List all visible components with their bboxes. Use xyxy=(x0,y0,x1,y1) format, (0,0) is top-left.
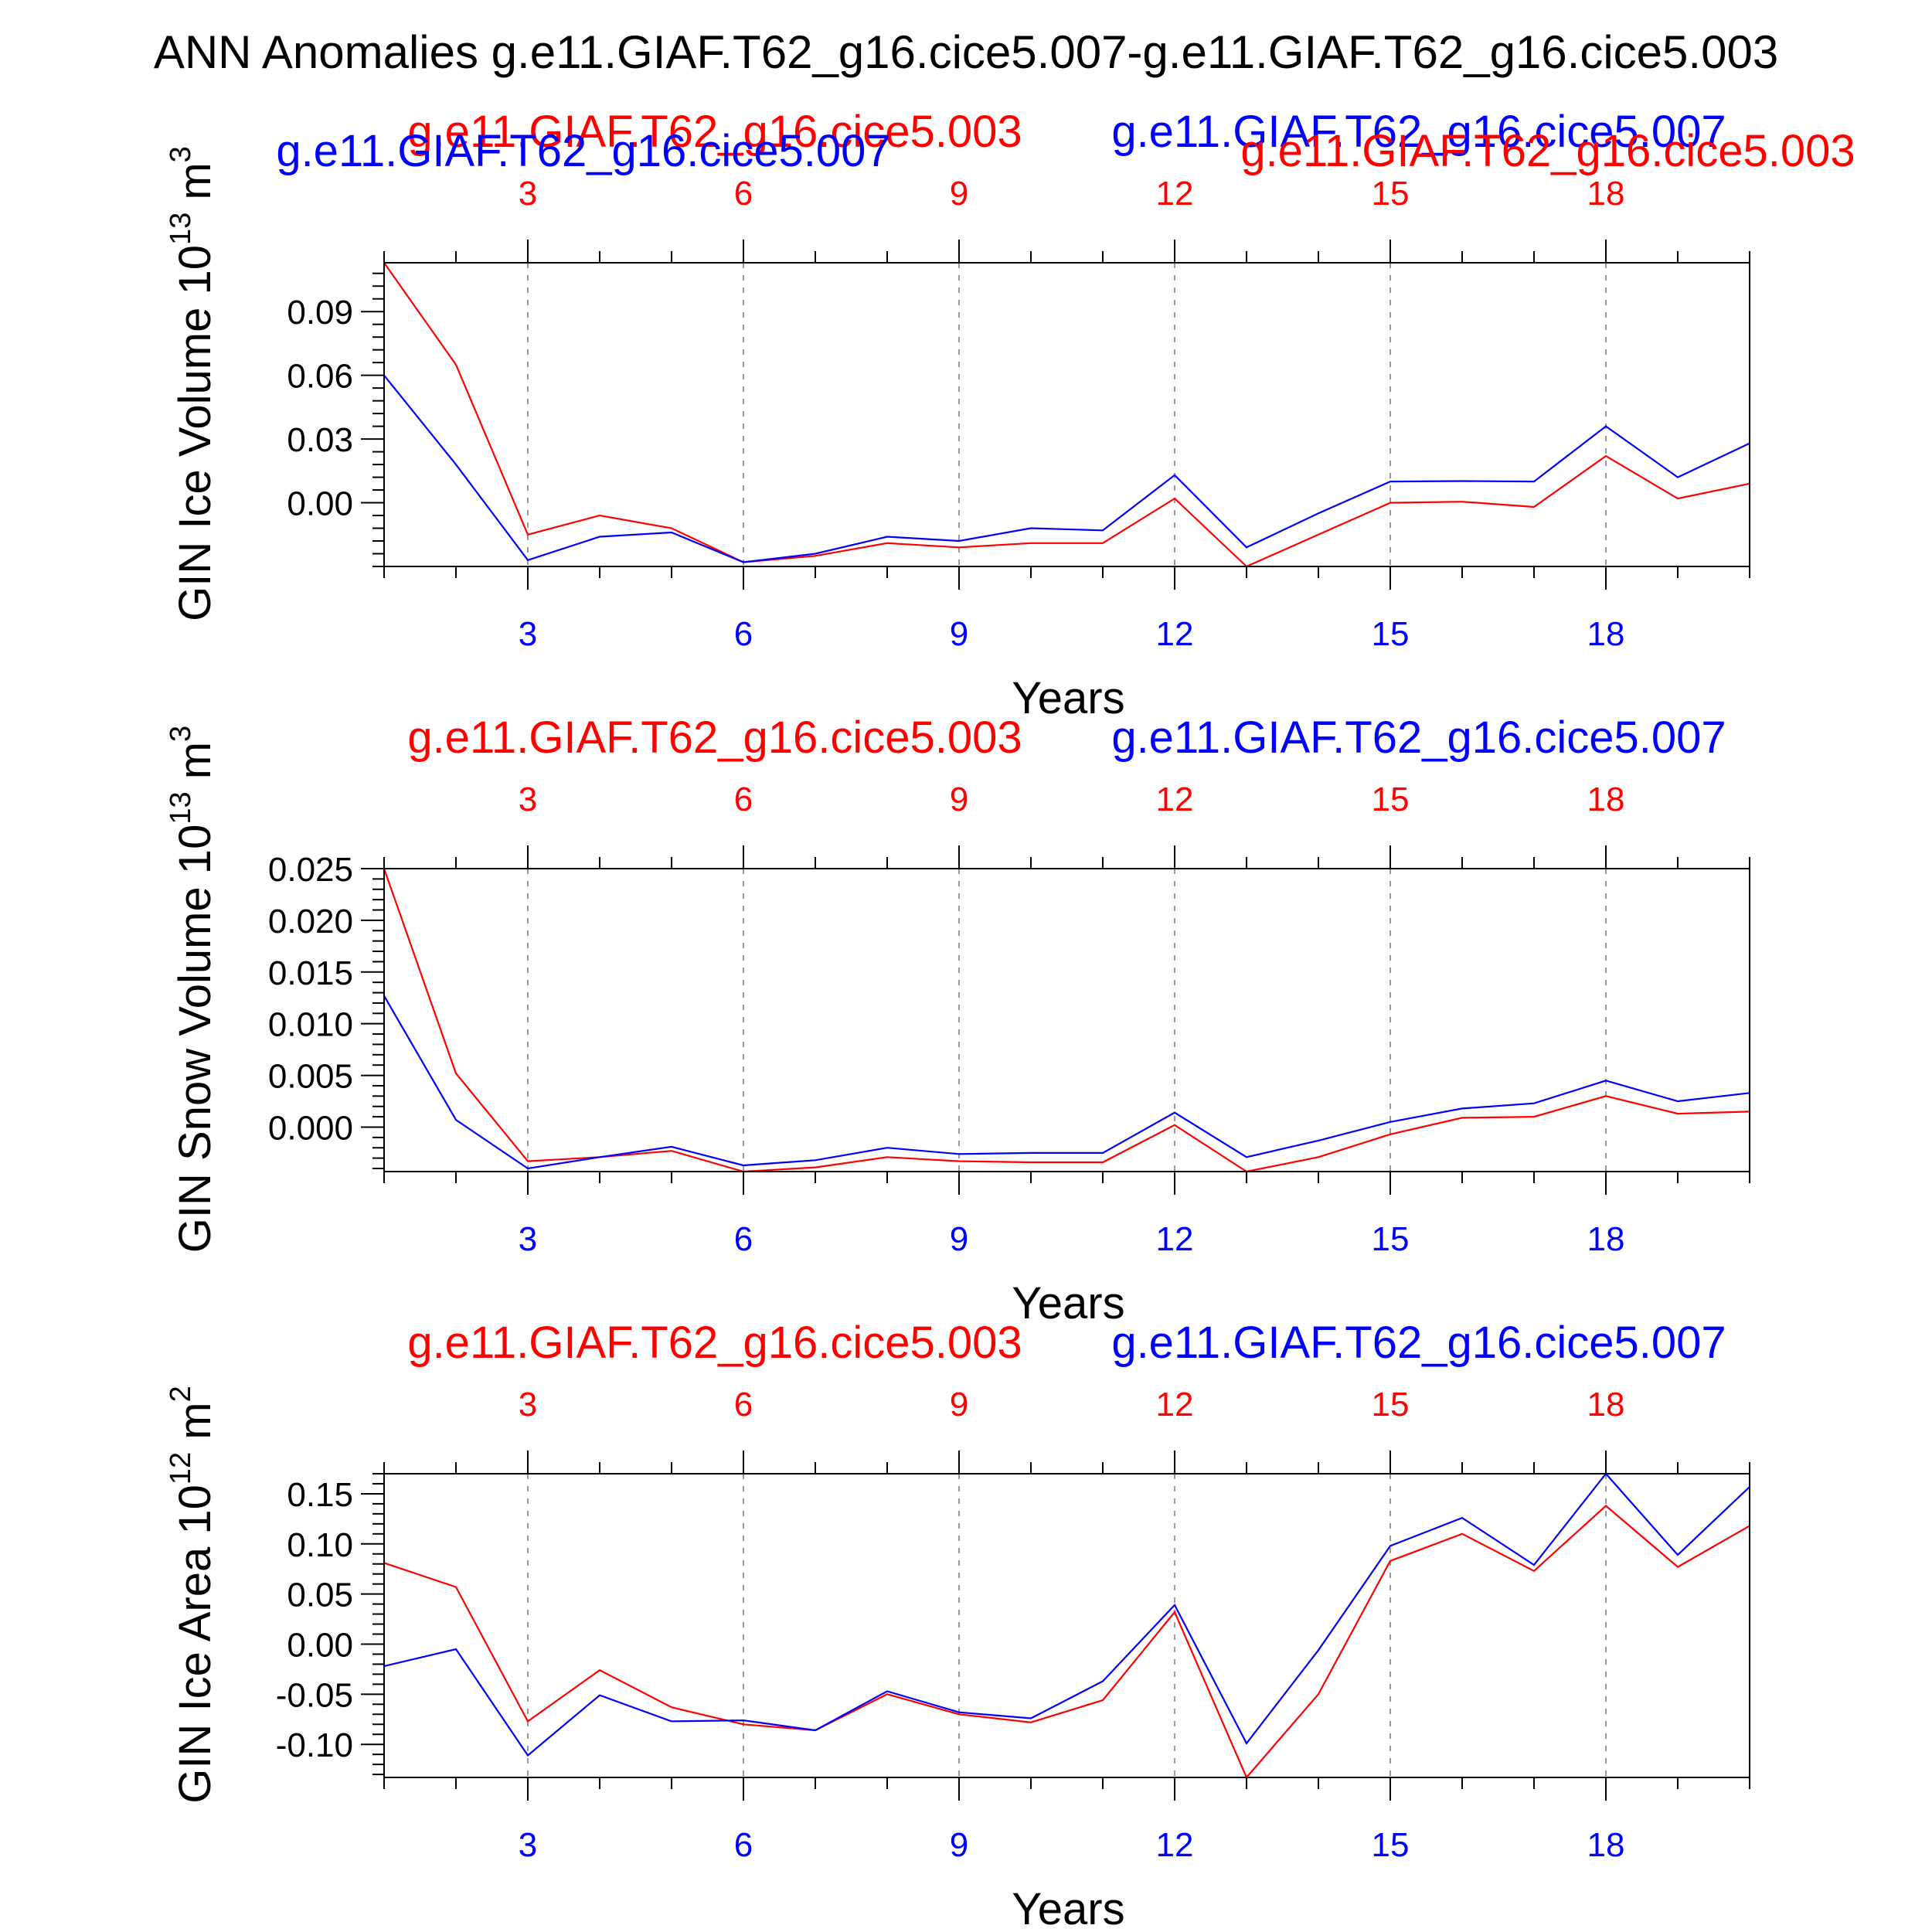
x-axis-title: Years xyxy=(1012,673,1124,723)
case-label-red: g.e11.GIAF.T62_g16.cice5.003 xyxy=(407,713,1022,763)
x-tick-label-top: 15 xyxy=(1372,175,1410,213)
y-tick-label: 0.09 xyxy=(287,294,353,332)
y-tick-label: 0.010 xyxy=(268,1006,353,1044)
x-tick-label-top: 12 xyxy=(1156,175,1194,213)
x-tick-label-bottom: 12 xyxy=(1156,615,1194,653)
x-tick-label-top: 15 xyxy=(1372,781,1410,818)
y-tick-label: 0.10 xyxy=(287,1526,353,1564)
x-tick-label-top: 18 xyxy=(1587,1386,1625,1423)
x-tick-label-bottom: 6 xyxy=(734,1826,753,1864)
plot-frame xyxy=(383,868,1750,1172)
x-tick-label-top: 3 xyxy=(519,1386,537,1423)
y-axis-title: GIN Snow Volume 1013 m3 xyxy=(165,726,220,1253)
y-tick-label: 0.015 xyxy=(268,954,353,992)
x-tick-label-bottom: 15 xyxy=(1372,1826,1410,1864)
y-tick-label: -0.10 xyxy=(276,1726,353,1764)
x-tick-label-bottom: 3 xyxy=(519,1220,537,1258)
x-tick-label-top: 12 xyxy=(1156,781,1194,818)
x-axis-title: Years xyxy=(1012,1278,1124,1328)
y-tick-label: 0.06 xyxy=(287,358,353,396)
x-tick-label-top: 9 xyxy=(950,175,968,213)
chart-panel-3: -0.10 -0.05 0.00 0.05 0.10 0.15 3 3 6 6 9 9 12 12 15 15… xyxy=(165,1318,1750,1932)
y-axis-title: GIN Ice Area 1012 m2 xyxy=(165,1386,220,1804)
x-axis-title: Years xyxy=(1012,1884,1124,1932)
series-line-red xyxy=(383,1505,1750,1780)
y-tick-label: 0.005 xyxy=(268,1058,353,1096)
y-tick-label: 0.00 xyxy=(287,1626,353,1664)
case-label-red: g.e11.GIAF.T62_g16.cice5.003 xyxy=(407,1318,1022,1368)
x-tick-label-bottom: 15 xyxy=(1372,615,1410,653)
x-tick-label-bottom: 15 xyxy=(1372,1220,1410,1258)
y-tick-label: 0.00 xyxy=(287,485,353,523)
y-tick-label: 0.020 xyxy=(268,903,353,940)
series-line-red xyxy=(383,868,1750,1173)
chart-panel-2: 0.000 0.005 0.010 0.015 0.020 0.025 3 3 6 6 9 9 12 12… xyxy=(165,713,1750,1328)
x-tick-label-top: 6 xyxy=(734,781,753,818)
y-tick-label: 0.15 xyxy=(287,1476,353,1514)
plot-frame xyxy=(383,1473,1750,1778)
y-tick-label: 0.03 xyxy=(287,421,353,459)
series-line-blue xyxy=(383,995,1750,1170)
y-tick-label: 0.000 xyxy=(268,1109,353,1147)
x-tick-label-bottom: 9 xyxy=(950,1220,968,1258)
x-tick-label-bottom: 3 xyxy=(519,1826,537,1864)
series-line-blue xyxy=(383,1472,1750,1757)
x-tick-label-bottom: 9 xyxy=(950,615,968,653)
case-label-blue-extra: g.e11.GIAF.T62_g16.cice5.007 xyxy=(276,126,890,176)
x-tick-label-top: 3 xyxy=(519,781,537,818)
y-tick-label: 0.05 xyxy=(287,1577,353,1614)
x-tick-label-bottom: 18 xyxy=(1587,615,1625,653)
x-tick-label-bottom: 6 xyxy=(734,1220,753,1258)
x-tick-label-bottom: 12 xyxy=(1156,1220,1194,1258)
series-line-red xyxy=(383,262,1750,568)
plot-frame xyxy=(383,262,1750,567)
y-tick-label: -0.05 xyxy=(276,1676,353,1714)
x-tick-label-top: 3 xyxy=(519,175,537,213)
x-tick-label-bottom: 9 xyxy=(950,1826,968,1864)
x-tick-label-bottom: 3 xyxy=(519,615,537,653)
case-label-blue: g.e11.GIAF.T62_g16.cice5.007 xyxy=(1111,107,1726,157)
x-tick-label-bottom: 18 xyxy=(1587,1220,1625,1258)
x-tick-label-bottom: 12 xyxy=(1156,1826,1194,1864)
x-tick-label-top: 15 xyxy=(1372,1386,1410,1423)
x-tick-label-bottom: 6 xyxy=(734,615,753,653)
chart-panel-1: 0.00 0.03 0.06 0.09 3 3 6 6 9 9 12 12 15 15 18 18 Years g… xyxy=(165,107,1855,723)
case-label-blue: g.e11.GIAF.T62_g16.cice5.007 xyxy=(1111,713,1726,763)
x-tick-label-top: 12 xyxy=(1156,1386,1194,1423)
case-label-red: g.e11.GIAF.T62_g16.cice5.003 xyxy=(407,107,1022,157)
x-tick-label-bottom: 18 xyxy=(1587,1826,1625,1864)
x-tick-label-top: 18 xyxy=(1587,175,1625,213)
y-axis-title: GIN Ice Volume 1013 m3 xyxy=(165,146,220,621)
figure-title: ANN Anomalies g.e11.GIAF.T62_g16.cice5.0… xyxy=(154,26,1778,78)
series-line-blue xyxy=(383,375,1750,563)
y-tick-label: 0.025 xyxy=(268,851,353,889)
x-tick-label-top: 6 xyxy=(734,175,753,213)
x-tick-label-top: 18 xyxy=(1587,781,1625,818)
case-label-red-extra: g.e11.GIAF.T62_g16.cice5.003 xyxy=(1240,126,1855,176)
case-label-blue: g.e11.GIAF.T62_g16.cice5.007 xyxy=(1111,1318,1726,1368)
x-tick-label-top: 9 xyxy=(950,1386,968,1423)
x-tick-label-top: 9 xyxy=(950,781,968,818)
x-tick-label-top: 6 xyxy=(734,1386,753,1423)
